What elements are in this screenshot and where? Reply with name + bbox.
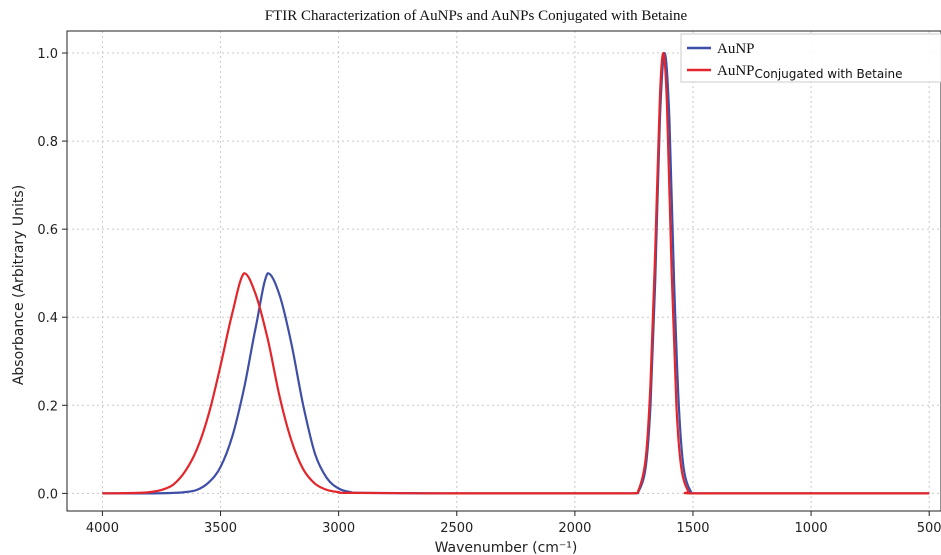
x-tick-label: 2000 xyxy=(558,521,591,536)
legend-label-aunp-betaine-main: AuNP xyxy=(717,63,755,79)
y-tick-label: 0.8 xyxy=(37,135,58,150)
series-line-aunp xyxy=(102,51,930,495)
x-tick-label: 4000 xyxy=(86,521,119,536)
x-tick-label: 1000 xyxy=(795,521,828,536)
x-tick-label: 3000 xyxy=(322,521,355,536)
grid xyxy=(67,31,941,511)
series-line-aunp-betaine xyxy=(102,51,930,495)
legend-box xyxy=(680,33,941,83)
y-axis-ticks: 0.0 0.2 0.4 0.6 0.8 1.0 xyxy=(37,47,67,502)
x-axis-label: Wavenumber (cm⁻¹) xyxy=(435,540,578,555)
legend: AuNP AuNPConjugated with Betaine xyxy=(680,33,941,83)
x-axis-ticks: 4000 3500 3000 2500 2000 1500 1000 500 xyxy=(86,511,941,536)
x-tick-label: 3500 xyxy=(204,521,237,536)
y-tick-label: 0.2 xyxy=(37,399,58,414)
legend-label-aunp-betaine-suffix: Conjugated with Betaine xyxy=(755,67,903,81)
x-tick-label: 2500 xyxy=(440,521,473,536)
legend-label-aunp-betaine: AuNPConjugated with Betaine xyxy=(717,63,903,81)
plot-frame xyxy=(66,30,941,512)
x-tick-label: 1500 xyxy=(676,521,709,536)
x-tick-label: 500 xyxy=(917,521,941,536)
y-tick-label: 0.6 xyxy=(37,223,58,238)
y-tick-label: 1.0 xyxy=(37,47,58,62)
series-lines xyxy=(102,51,930,495)
y-tick-label: 0.0 xyxy=(37,487,58,502)
chart-title: FTIR Characterization of AuNPs and AuNPs… xyxy=(265,8,688,24)
legend-label-aunp: AuNP xyxy=(717,41,755,57)
y-axis-label: Absorbance (Arbitrary Units) xyxy=(11,185,27,385)
y-tick-label: 0.4 xyxy=(37,311,58,326)
